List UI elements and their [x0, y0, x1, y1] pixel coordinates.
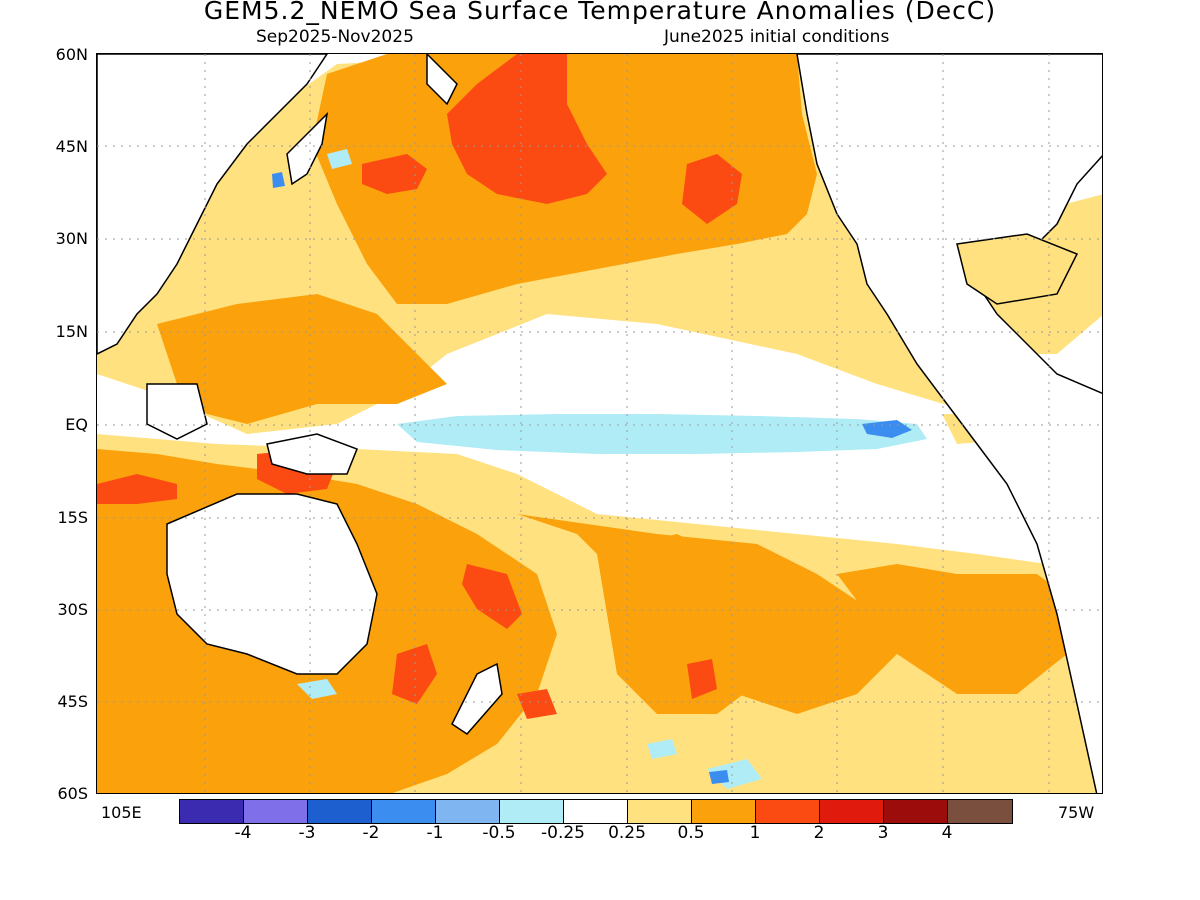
- legend-swatch: [628, 800, 692, 823]
- lat-label-15n: 15N: [55, 322, 88, 341]
- sst-anomaly-map: [96, 53, 1103, 794]
- legend-tick-label: 1: [749, 823, 761, 843]
- legend-swatch: [564, 800, 628, 823]
- lon-label-75w: 75W: [1058, 803, 1095, 822]
- asia-landmass: [97, 54, 328, 355]
- anomaly-cool-light: [297, 149, 927, 789]
- map-title: GEM5.2_NEMO Sea Surface Temperature Anom…: [203, 0, 997, 25]
- initial-conditions: June2025 initial conditions: [664, 27, 890, 47]
- legend-swatch: [308, 800, 372, 823]
- legend-tick-label: -0.5: [482, 823, 516, 843]
- lat-label-45s: 45S: [57, 692, 88, 711]
- gulf-of-mexico: [956, 233, 1079, 305]
- legend-tick-label: 3: [877, 823, 889, 843]
- lat-label-30n: 30N: [55, 229, 88, 248]
- legend-swatch: [372, 800, 436, 823]
- anomaly-warm-strong: [97, 54, 1102, 719]
- legend-tick-label: 4: [941, 823, 953, 843]
- color-legend: [179, 799, 1013, 824]
- lon-label-105e: 105E: [101, 803, 142, 822]
- legend-tick-label: 0.5: [677, 823, 705, 843]
- legend-swatch: [180, 800, 244, 823]
- legend-tick-label: -1: [426, 823, 444, 843]
- legend-tick-label: -3: [298, 823, 316, 843]
- legend-swatch: [884, 800, 948, 823]
- legend-swatch: [756, 800, 820, 823]
- lat-label-30s: 30S: [57, 600, 88, 619]
- australia: [166, 493, 378, 675]
- lat-label-45n: 45N: [55, 137, 88, 156]
- new-zealand: [451, 662, 503, 735]
- legend-tick-label: -2: [362, 823, 380, 843]
- legend-tick-label: -4: [234, 823, 252, 843]
- legend-tick-label: -0.25: [541, 823, 585, 843]
- legend-tick-label: 0.25: [608, 823, 646, 843]
- kamchatka-alaska: [426, 54, 458, 106]
- grid-lines: [97, 54, 1102, 793]
- lat-label-15s: 15S: [57, 508, 88, 527]
- forecast-period: Sep2025-Nov2025: [256, 27, 414, 47]
- new-guinea: [266, 433, 358, 475]
- legend-swatch: [244, 800, 308, 823]
- legend-swatch: [500, 800, 564, 823]
- lat-label-eq: EQ: [65, 415, 88, 434]
- legend-swatch: [692, 800, 756, 823]
- japan: [286, 111, 329, 186]
- legend-swatch: [948, 800, 1012, 823]
- legend-swatch: [436, 800, 500, 823]
- legend-swatch: [820, 800, 884, 823]
- legend-tick-label: 2: [813, 823, 825, 843]
- lat-label-60n: 60N: [55, 45, 88, 64]
- lat-label-60s: 60S: [57, 784, 88, 803]
